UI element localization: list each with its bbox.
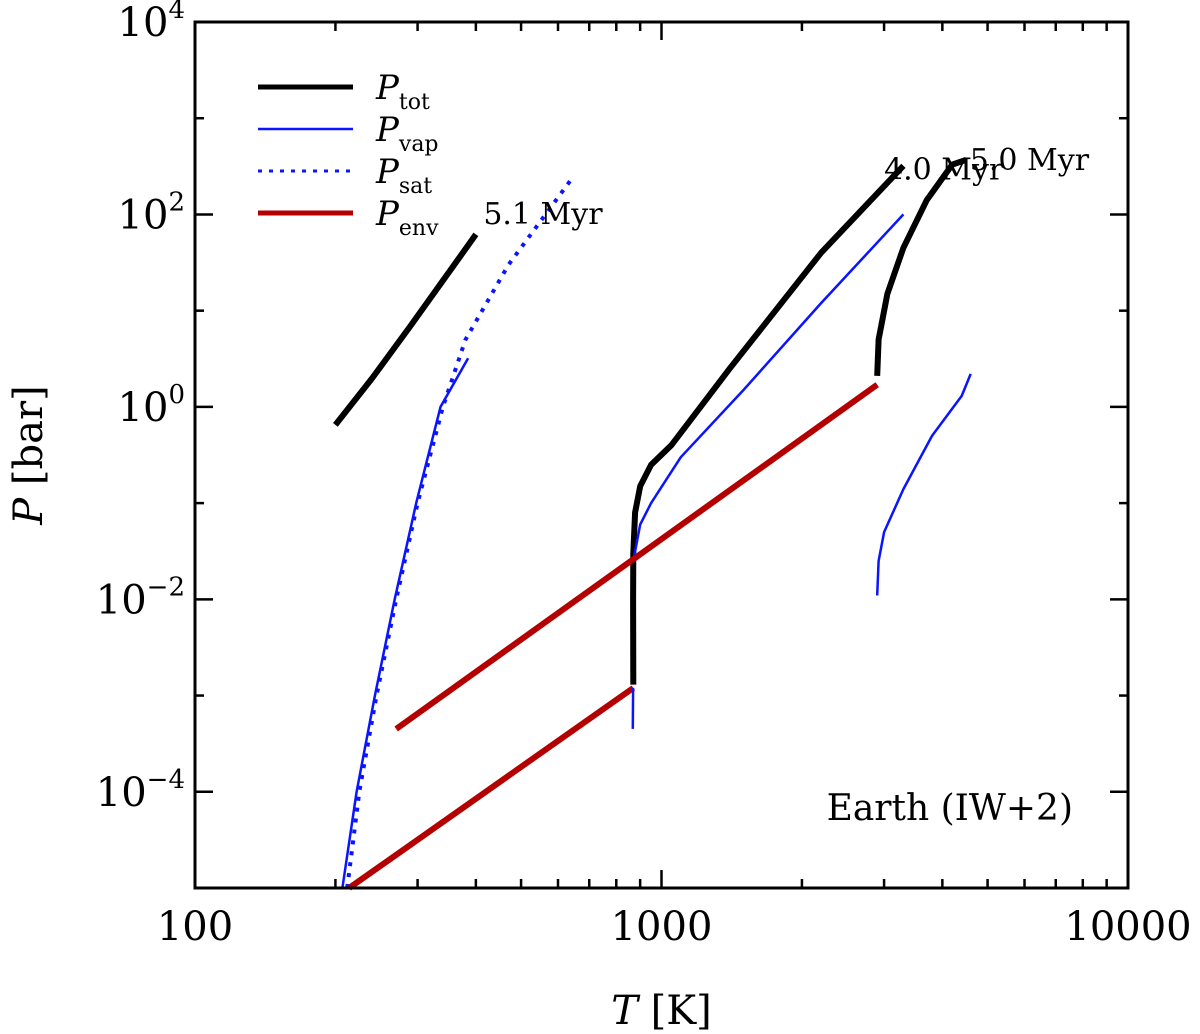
legend-subscript: sat [399, 174, 432, 199]
y-tick-exponent: −2 [147, 572, 185, 602]
series-line-tot [630, 163, 906, 685]
y-tick-base: 10 [118, 192, 169, 238]
y-tick-exponent: 4 [168, 0, 185, 25]
y-tick-exponent: 0 [168, 380, 185, 410]
series-line-tot [874, 156, 968, 377]
legend-label-tot: Ptot [375, 68, 430, 115]
y-tick-exponent: 2 [168, 187, 185, 217]
y-tick-label: 104 [118, 0, 185, 46]
y-axis-symbol: P [6, 497, 52, 526]
legend-subscript: tot [399, 90, 430, 115]
curve-age-label: 5.0 Myr [970, 143, 1090, 178]
x-tick-label: 100 [157, 904, 233, 950]
legend-symbol: P [375, 68, 400, 108]
legend-subscript: env [399, 216, 439, 241]
series-lines [333, 156, 972, 891]
y-axis-unit: [bar] [6, 385, 52, 485]
series-line-env [347, 685, 636, 891]
y-tick-base: 10 [96, 577, 147, 623]
y-tick-label: 10−2 [96, 572, 185, 623]
legend-label-env: Penv [375, 194, 439, 241]
series-line-vap [875, 373, 972, 596]
y-tick-exponent: −4 [147, 765, 185, 795]
series-line-vap [632, 213, 905, 562]
series-line-env [394, 382, 879, 732]
x-tick-label: 10000 [1064, 904, 1191, 950]
curve-age-label: 5.1 Myr [483, 197, 603, 232]
y-axis-title: P [bar] [6, 385, 52, 525]
y-tick-base: 10 [118, 0, 169, 46]
x-tick-labels: 100 1000 10000 [157, 904, 1192, 950]
series-line-vap [341, 357, 470, 889]
series-line-tot [333, 232, 479, 427]
y-tick-label: 100 [118, 380, 185, 431]
x-axis-title: T [K] [611, 988, 712, 1034]
x-axis-symbol: T [611, 988, 641, 1034]
series-line-sat [345, 178, 573, 889]
legend-symbol: P [375, 152, 400, 192]
x-axis-unit: [K] [651, 988, 712, 1034]
y-tick-label: 102 [118, 187, 185, 238]
legend-subscript: vap [398, 132, 439, 157]
legend-symbol: P [375, 110, 400, 150]
x-tick-label: 1000 [611, 904, 713, 950]
legend-symbol: P [375, 194, 400, 234]
curve-age-label: 4.0 Myr [884, 153, 1004, 188]
y-tick-label: 10−4 [96, 765, 185, 816]
legend-label-vap: Pvap [375, 110, 439, 157]
plot-frame [193, 20, 1130, 890]
legend-label-sat: Psat [375, 152, 432, 199]
y-tick-base: 10 [118, 385, 169, 431]
y-tick-base: 10 [96, 770, 147, 816]
planet-label: Earth (IW+2) [827, 788, 1073, 829]
